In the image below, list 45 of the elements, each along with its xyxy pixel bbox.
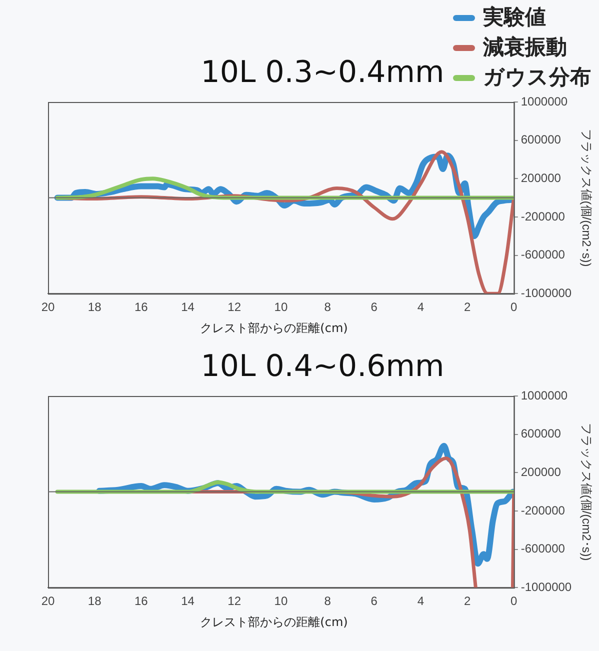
x-tick-label: 16 [134,594,148,608]
legend-label: ガウス分布 [482,64,591,91]
y-tick-label: 600000 [520,426,562,441]
y-tick-label: -1000000 [520,580,572,594]
x-tick-label: 4 [417,300,424,314]
x-tick-label: 2 [464,300,471,314]
x-tick-label: 18 [88,594,102,608]
x-tick-label: 16 [134,300,148,314]
x-tick-label: 8 [324,594,332,608]
x-tick-label: 8 [324,300,332,314]
x-tick-label: 2 [464,594,471,608]
y-axis-title: フラックス値(個/(cm2･s)) [579,128,594,267]
x-tick-label: 6 [370,300,378,314]
y-tick-label: -200000 [520,209,566,224]
x-tick-label: 18 [88,300,102,314]
x-tick-label: 0 [510,594,518,608]
y-tick-label: 1000000 [520,388,568,402]
line-series [55,480,514,494]
y-tick-label: 200000 [520,464,562,479]
x-tick-label: 10 [274,594,288,608]
x-tick-label: 0 [510,300,518,314]
x-axis-title: クレスト部からの距離(cm) [199,614,349,631]
x-tick-label: 14 [181,594,195,608]
legend-label: 実験値 [482,4,547,31]
y-tick-label: 1000000 [520,94,568,108]
x-tick-label: 6 [370,594,378,608]
chart-title: 10L 0.4~0.6mm [200,348,444,384]
x-tick-label: 4 [417,594,424,608]
y-tick-label: -600000 [520,248,566,262]
y-tick-label: -1000000 [520,286,572,300]
x-tick-label: 20 [41,594,55,608]
x-tick-label: 10 [274,300,288,314]
y-tick-label: 200000 [520,170,562,185]
x-tick-label: 20 [41,300,55,314]
x-axis-title: クレスト部からの距離(cm) [199,320,349,337]
x-tick-label: 12 [228,594,242,608]
line-series [55,176,514,200]
y-tick-label: 600000 [520,132,562,147]
y-tick-label: -200000 [520,503,566,518]
legend-label: 減衰振動 [482,34,568,61]
x-tick-label: 12 [228,300,242,314]
x-tick-label: 14 [181,300,195,314]
chart-title: 10L 0.3~0.4mm [200,54,444,90]
y-axis-title: フラックス値(個/(cm2･s)) [579,422,594,561]
y-tick-label: -600000 [520,542,566,556]
